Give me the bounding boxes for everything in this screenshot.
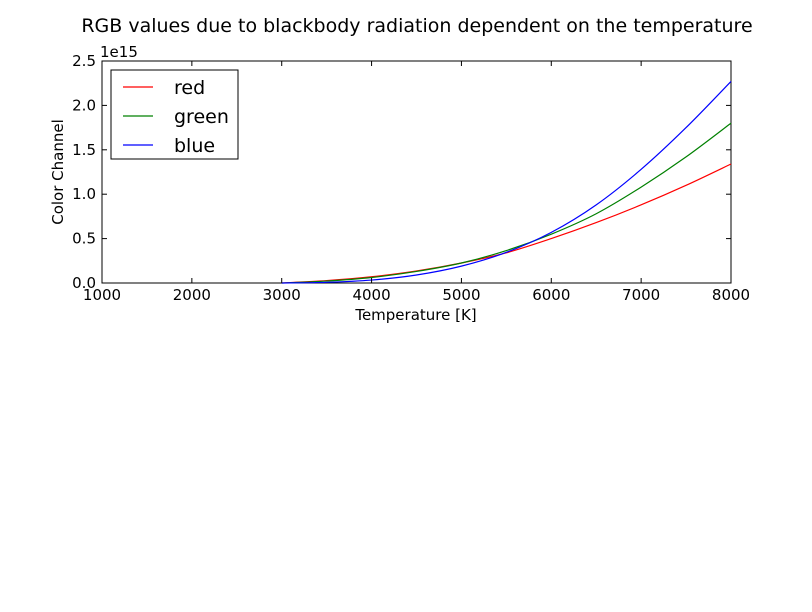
series-line-blue	[281, 81, 732, 284]
x-tick-label: 6000	[532, 286, 570, 304]
y-tick-label: 1.5	[72, 141, 96, 159]
legend: red green blue	[110, 69, 239, 160]
legend-frame	[110, 69, 239, 160]
x-tick-label: 3000	[263, 286, 301, 304]
y-axis: 0.0 0.5 1.0 1.5 2.0 2.5	[72, 52, 731, 292]
x-axis: 1000 2000 3000 4000 5000 6000 7000 8000	[83, 61, 750, 304]
x-tick-label: 4000	[352, 286, 390, 304]
x-tick-label: 5000	[442, 286, 480, 304]
chart-title: RGB values due to blackbody radiation de…	[81, 15, 752, 37]
x-axis-label: Temperature [K]	[354, 306, 476, 324]
legend-label-red: red	[174, 77, 205, 99]
y-multiplier-label: 1e15	[100, 43, 138, 61]
y-tick-label: 0.5	[72, 230, 96, 248]
x-tick-label: 1000	[83, 286, 121, 304]
legend-label-blue: blue	[174, 135, 215, 157]
legend-label-green: green	[174, 106, 229, 128]
y-axis-label: Color Channel	[49, 119, 67, 225]
x-tick-label: 8000	[712, 286, 750, 304]
y-tick-label: 2.0	[72, 96, 96, 114]
y-tick-label: 0.0	[72, 274, 96, 292]
x-tick-label: 2000	[173, 286, 211, 304]
x-tick-label: 7000	[622, 286, 660, 304]
series-line-green	[281, 122, 732, 284]
y-tick-label: 1.0	[72, 185, 96, 203]
y-tick-label: 2.5	[72, 52, 96, 70]
